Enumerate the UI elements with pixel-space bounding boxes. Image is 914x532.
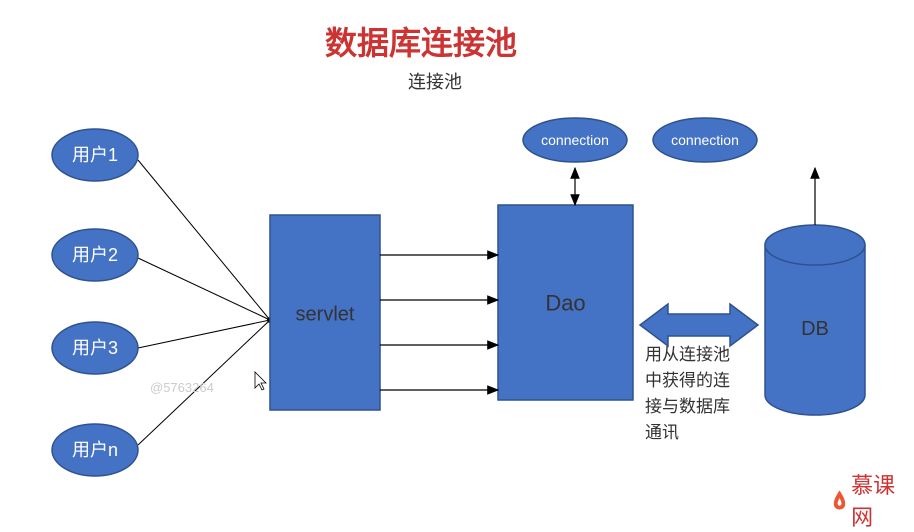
dao-label: Dao xyxy=(545,291,585,316)
user-label-1: 用户2 xyxy=(72,245,118,265)
db-top xyxy=(765,225,865,265)
user-label-3: 用户n xyxy=(72,440,118,460)
description-line-1: 中获得的连 xyxy=(645,371,730,390)
dao-db-arrow xyxy=(640,304,758,346)
description-line-0: 用从连接池 xyxy=(645,345,730,364)
watermark: @5763264 xyxy=(150,380,214,395)
site-logo-text: 慕课网 xyxy=(851,468,914,532)
connection-label-1: connection xyxy=(671,132,739,148)
user-label-2: 用户3 xyxy=(72,338,118,358)
connection-label-0: connection xyxy=(541,132,609,148)
description-line-3: 通讯 xyxy=(645,423,679,442)
user-line-1 xyxy=(138,258,270,320)
description-line-2: 接与数据库 xyxy=(645,397,730,416)
db-label: DB xyxy=(801,318,829,340)
site-logo: 慕课网 xyxy=(830,468,914,532)
user-label-0: 用户1 xyxy=(72,145,118,165)
main-title: 数据库连接池 xyxy=(325,18,517,64)
subtitle: 连接池 xyxy=(408,68,462,94)
user-line-0 xyxy=(138,160,270,320)
user-line-2 xyxy=(138,320,270,348)
servlet-label: servlet xyxy=(296,304,355,326)
cursor-icon xyxy=(255,372,266,390)
